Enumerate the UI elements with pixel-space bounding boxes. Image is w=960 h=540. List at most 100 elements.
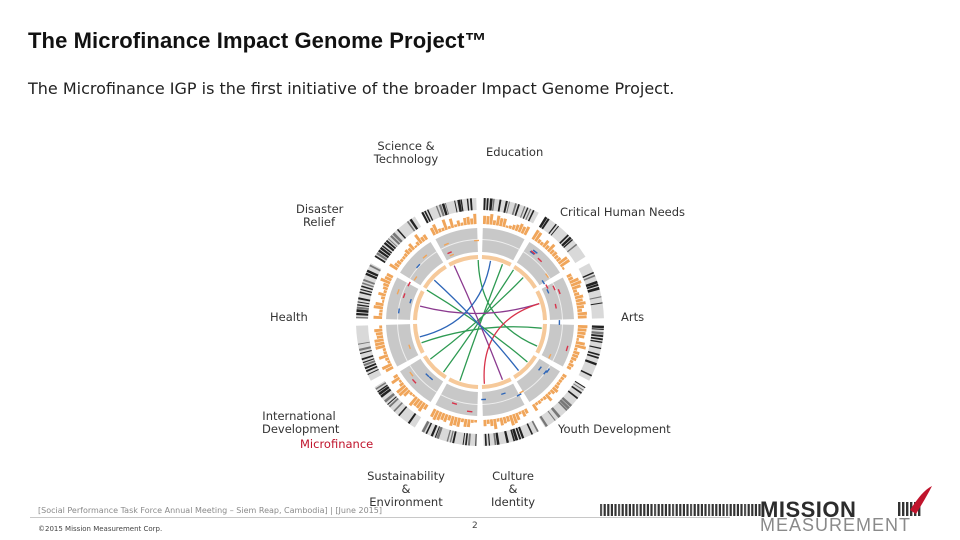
- histogram-bar: [508, 225, 513, 230]
- logo-bar: [672, 504, 675, 516]
- histogram-bar: [436, 411, 443, 421]
- slide-subtitle: The Microfinance IGP is the first initia…: [28, 79, 675, 98]
- ideogram-band: [390, 234, 401, 245]
- histogram-bar: [407, 247, 413, 253]
- track-mark: [554, 303, 557, 309]
- track-mark: [428, 376, 434, 381]
- ideogram-band: [571, 385, 582, 394]
- label-youth-development: Youth Development: [558, 422, 671, 436]
- ideogram-band: [378, 386, 390, 396]
- ideogram-band: [591, 325, 604, 329]
- histogram-bar: [482, 215, 487, 225]
- ideogram-band: [462, 432, 466, 445]
- ideogram-band: [587, 350, 600, 356]
- genome-link: [483, 303, 540, 384]
- ideogram-band: [590, 336, 603, 341]
- ideogram-band: [356, 316, 369, 319]
- track-mark: [413, 276, 418, 281]
- track-mark: [466, 410, 473, 413]
- track-mark: [530, 250, 536, 255]
- ideogram-band: [449, 430, 454, 443]
- histogram-bar: [502, 218, 508, 228]
- logo-bar: [718, 504, 721, 516]
- histogram-bar: [566, 365, 572, 371]
- ideogram-band: [446, 429, 452, 442]
- track-mark: [402, 293, 406, 299]
- logo-bar: [754, 504, 757, 516]
- inner-ring-segment: [481, 377, 512, 389]
- ideogram-band: [356, 306, 369, 311]
- logo-bar: [618, 504, 621, 516]
- ideogram-band: [515, 427, 522, 440]
- track-mark: [443, 242, 449, 246]
- ideogram-band: [511, 203, 517, 216]
- histogram-bar: [489, 419, 494, 427]
- ideogram-band: [493, 433, 497, 446]
- ideogram-band: [424, 210, 431, 223]
- footer-event-text: [Social Performance Task Force Annual Me…: [38, 506, 382, 515]
- label-health: Health: [270, 310, 308, 324]
- histogram-bar: [415, 241, 421, 247]
- histogram-bar: [420, 236, 426, 243]
- track-mark: [565, 345, 569, 352]
- inner-ring-segment: [535, 290, 547, 321]
- track-mark: [407, 281, 411, 287]
- ideogram-band: [586, 353, 599, 359]
- ideogram-band: [361, 285, 374, 291]
- ideogram-band: [590, 339, 603, 343]
- track-mark: [447, 251, 452, 255]
- ideogram-band: [559, 234, 569, 244]
- histogram-bar: [398, 379, 403, 384]
- track-mark: [422, 254, 428, 259]
- histogram-bar: [549, 249, 555, 255]
- ideogram-band: [580, 369, 593, 377]
- ideogram-band: [425, 422, 433, 435]
- track-mark: [411, 378, 417, 384]
- histogram-bar: [466, 419, 471, 428]
- ideogram-segment: [483, 198, 539, 224]
- ideogram-band: [421, 420, 430, 433]
- histogram-bar: [576, 301, 586, 306]
- histogram-bar: [441, 219, 448, 231]
- ideogram-band: [361, 354, 374, 361]
- histogram-bar: [573, 292, 580, 297]
- logo-bar: [751, 504, 754, 516]
- ideogram-band: [383, 241, 395, 252]
- track-segment: [482, 228, 525, 261]
- histogram-bar: [462, 217, 467, 226]
- histogram-bar: [499, 218, 504, 227]
- histogram-bar: [577, 311, 588, 316]
- inner-ring-segment: [513, 265, 537, 289]
- logo-bar: [668, 504, 671, 516]
- ideogram-band: [435, 205, 442, 218]
- ideogram-band: [358, 346, 372, 351]
- ideogram-band: [356, 312, 369, 316]
- track-mark: [532, 249, 538, 254]
- ideogram-band: [548, 223, 557, 235]
- ideogram-band: [504, 430, 509, 444]
- histogram-bar: [409, 391, 414, 396]
- mission-measurement-logo: [600, 486, 932, 516]
- logo-bar: [729, 504, 732, 516]
- ideogram-band: [374, 255, 386, 264]
- ideogram-band: [441, 203, 448, 216]
- histogram-bar: [375, 301, 384, 307]
- histogram-bar: [422, 234, 429, 241]
- ideogram-band: [385, 239, 397, 250]
- logo-bar: [762, 504, 765, 516]
- ideogram-band: [444, 202, 450, 215]
- ideogram-band: [489, 198, 493, 211]
- histogram-bar: [379, 309, 383, 313]
- logo-bar: [661, 504, 664, 516]
- ideogram-band: [363, 278, 375, 285]
- histogram-bar: [373, 315, 383, 320]
- track-segment: [541, 277, 574, 320]
- inner-ring-segment: [513, 355, 537, 379]
- ideogram-band: [527, 209, 535, 222]
- ideogram-band: [510, 429, 516, 442]
- ideogram-band: [376, 252, 388, 261]
- histogram-bar: [453, 224, 458, 228]
- histogram-bar: [375, 344, 386, 350]
- logo-bar: [628, 504, 631, 516]
- histogram-bar: [373, 305, 384, 310]
